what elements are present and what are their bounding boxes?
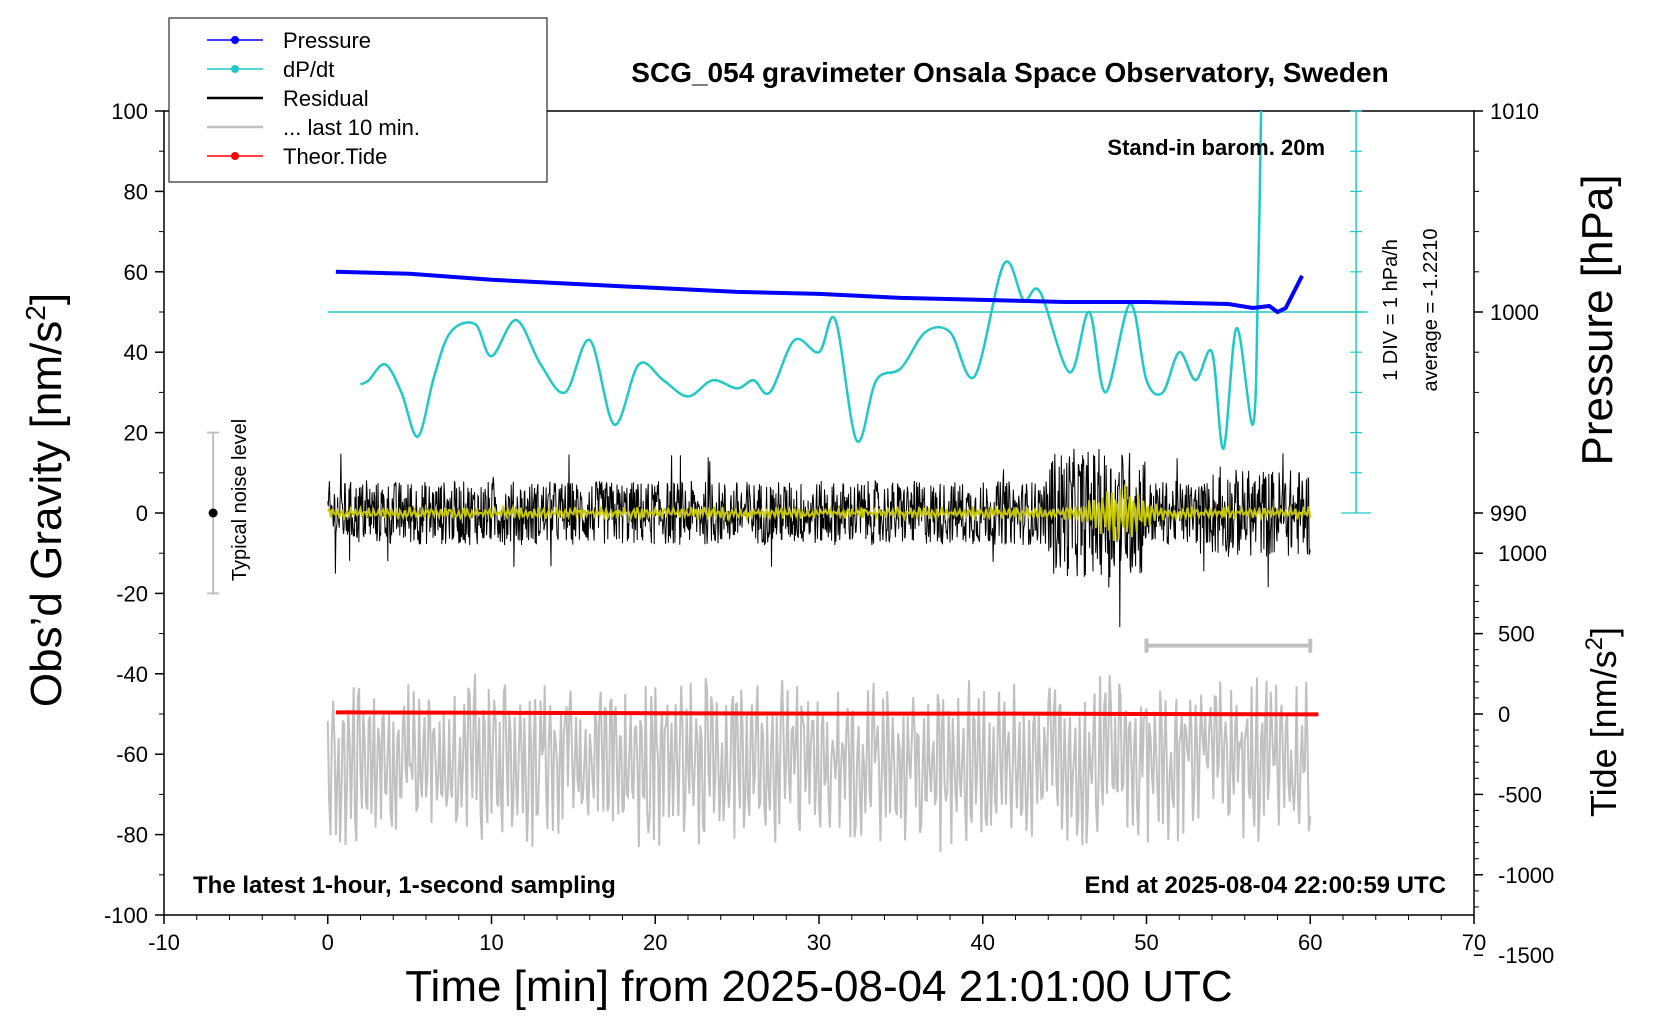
y-tick-label: 60 bbox=[124, 260, 148, 285]
x-tick-label: 70 bbox=[1462, 930, 1486, 955]
legend-label: Theor.Tide bbox=[283, 144, 387, 169]
y-tick-label: 0 bbox=[136, 501, 148, 526]
y-axis-title: Obs’d Gravity [nm/s2] bbox=[20, 293, 71, 707]
last-10-min-bar bbox=[1144, 638, 1313, 653]
pressure-tick-label: 1000 bbox=[1490, 300, 1539, 325]
y-tick-label: 20 bbox=[124, 421, 148, 446]
series-pressure bbox=[335, 269, 1304, 315]
x-tick-label: 0 bbox=[322, 930, 334, 955]
tide-tick-label: -1500 bbox=[1498, 943, 1554, 968]
legend-label: ... last 10 min. bbox=[283, 115, 420, 140]
legend-swatch-marker bbox=[231, 36, 239, 44]
tide-axis-title: Tide [nm/s2] bbox=[1581, 627, 1624, 817]
latest-note: The latest 1-hour, 1-second sampling bbox=[193, 872, 616, 899]
series-residual-smoothed bbox=[327, 484, 1312, 541]
noise-label: Typical noise level bbox=[229, 419, 251, 581]
y-tick-label: -80 bbox=[116, 823, 148, 848]
x-axis-ticks: -10 0 10 20 30 40 50 60 70 bbox=[148, 915, 1486, 955]
tide-tick-label: 0 bbox=[1498, 702, 1510, 727]
x-tick-label: 50 bbox=[1134, 930, 1158, 955]
tide-axis-ticks: -1500 -1000 -500 0 500 1000 bbox=[1474, 541, 1554, 968]
series-last-10-min bbox=[326, 673, 1312, 852]
end-note: End at 2025-08-04 22:00:59 UTC bbox=[1085, 872, 1447, 899]
series-layer bbox=[207, 110, 1372, 852]
y-tick-label: 40 bbox=[124, 340, 148, 365]
div-label: 1 DIV = 1 hPa/h bbox=[1380, 239, 1402, 381]
pressure-axis-title: Pressure [hPa] bbox=[1573, 174, 1622, 465]
x-tick-label: 30 bbox=[807, 930, 831, 955]
legend-label: Pressure bbox=[283, 28, 371, 53]
tide-axis-title-close: ] bbox=[1583, 627, 1624, 637]
y-tick-label: -100 bbox=[104, 903, 148, 928]
tide-tick-label: 500 bbox=[1498, 622, 1535, 647]
y-axis-title-close: ] bbox=[22, 293, 71, 305]
series-theor-tide bbox=[335, 710, 1319, 717]
x-axis-title: Time [min] from 2025-08-04 21:01:00 UTC bbox=[405, 962, 1232, 1011]
legend: Pressure dP/dt Residual ... last 10 min. The… bbox=[168, 17, 548, 183]
dpdt-scale-bar bbox=[1341, 110, 1372, 514]
y-tick-label: 80 bbox=[124, 179, 148, 204]
pressure-tick-label: 1010 bbox=[1490, 99, 1539, 124]
tide-axis-title-main: Tide [nm/s bbox=[1583, 650, 1624, 817]
series-residual bbox=[327, 448, 1311, 628]
y-axis-title-sup: 2 bbox=[20, 305, 51, 321]
x-tick-label: 40 bbox=[971, 930, 995, 955]
x-tick-label: 60 bbox=[1298, 930, 1322, 955]
noise-bar-dot bbox=[208, 508, 218, 518]
y-tick-label: -40 bbox=[116, 662, 148, 687]
tide-axis-title-sup: 2 bbox=[1581, 637, 1608, 650]
chart-title: SCG_054 gravimeter Onsala Space Observat… bbox=[631, 57, 1388, 88]
tide-tick-label: -500 bbox=[1498, 782, 1542, 807]
series-dpdt bbox=[359, 110, 1263, 450]
tide-tick-label: 1000 bbox=[1498, 541, 1547, 566]
x-tick-label: 10 bbox=[479, 930, 503, 955]
pressure-axis-ticks: 990 1000 1010 bbox=[1474, 99, 1539, 526]
legend-label: dP/dt bbox=[283, 57, 334, 82]
y-axis-ticks: -100 -80 -60 -40 -20 0 20 40 60 80 100 bbox=[104, 99, 164, 928]
pressure-tick-label: 990 bbox=[1490, 501, 1527, 526]
legend-label: Residual bbox=[283, 86, 369, 111]
legend-swatch-marker bbox=[231, 152, 239, 160]
noise-level-bar bbox=[207, 431, 220, 595]
x-tick-label: -10 bbox=[148, 930, 180, 955]
x-tick-label: 20 bbox=[643, 930, 667, 955]
baro-note: Stand-in barom. 20m bbox=[1107, 135, 1325, 160]
y-tick-label: -60 bbox=[116, 742, 148, 767]
y-axis-title-main: Obs’d Gravity [nm/s bbox=[22, 321, 71, 707]
tide-tick-label: -1000 bbox=[1498, 863, 1554, 888]
y-tick-label: -20 bbox=[116, 581, 148, 606]
y-tick-label: 100 bbox=[111, 99, 148, 124]
average-label: average = -1.2210 bbox=[1420, 229, 1442, 392]
legend-swatch-marker bbox=[231, 65, 239, 73]
